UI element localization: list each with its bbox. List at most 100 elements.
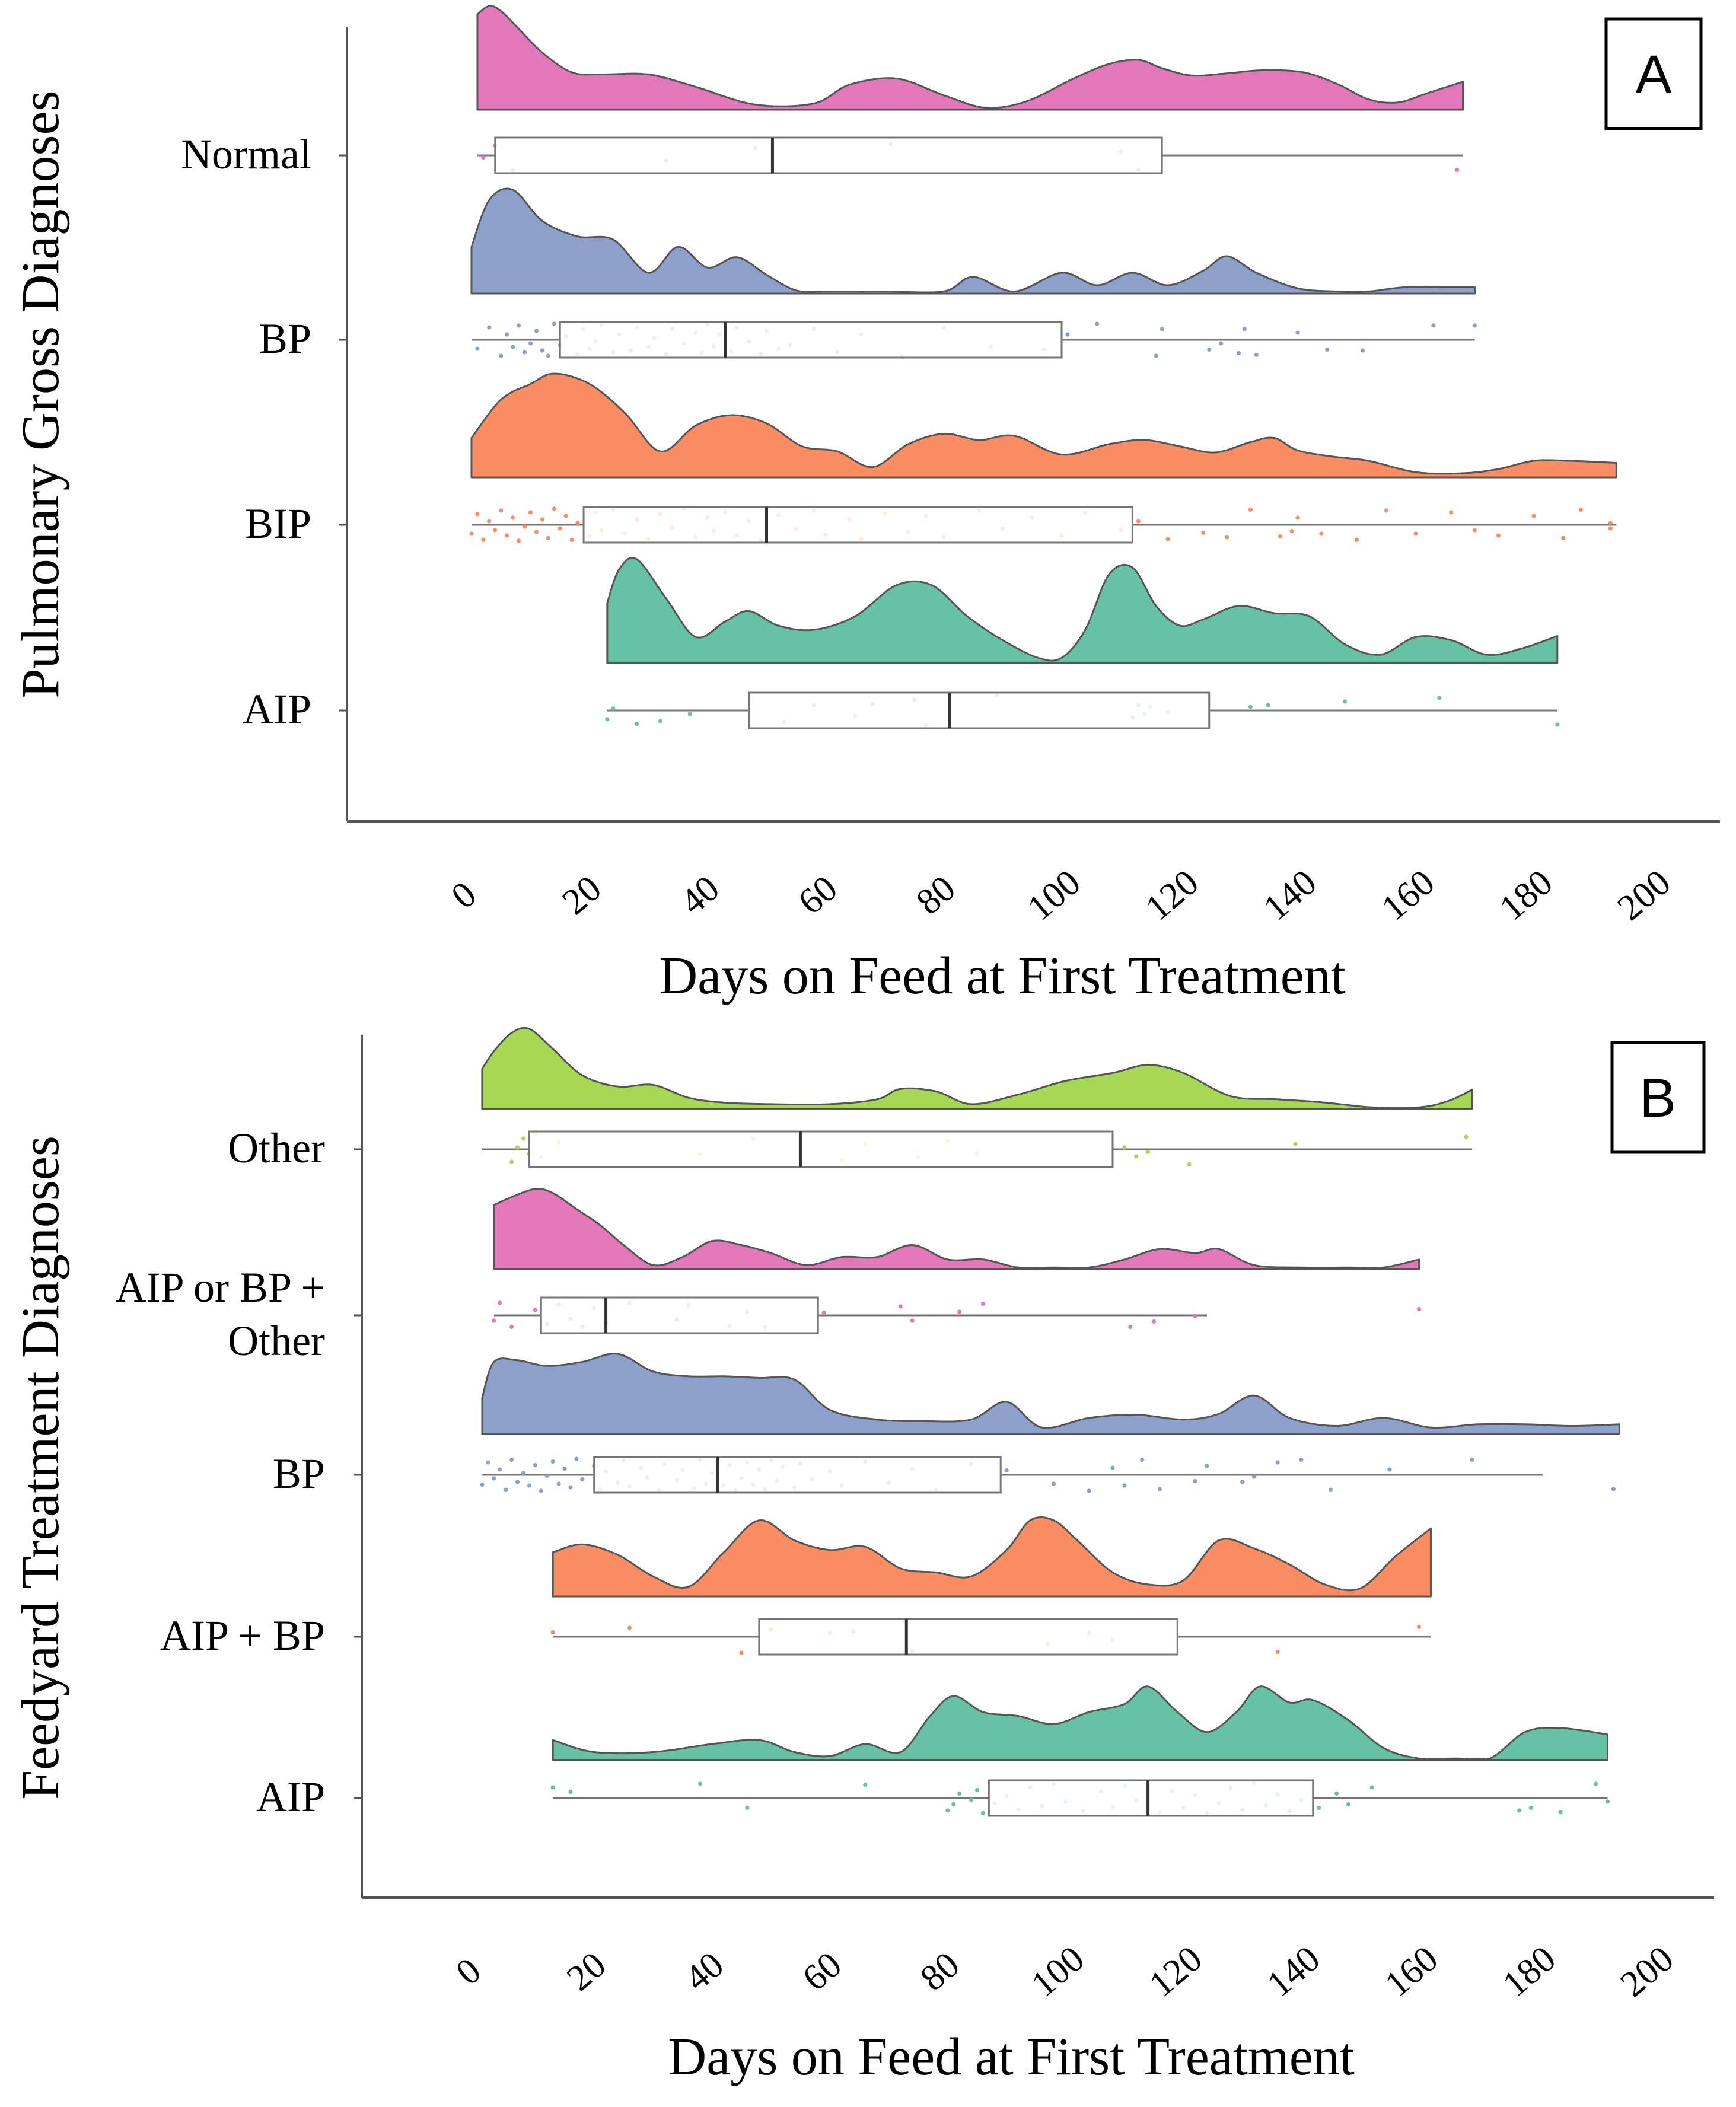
panel-a-aip-point — [1343, 699, 1348, 704]
panel-a-bip-density-cloud — [470, 372, 1617, 479]
panel-a-bp-point — [1154, 353, 1158, 358]
panel-b-bp-point — [1470, 1457, 1474, 1462]
panel-b-other-point — [509, 1159, 514, 1164]
panel-a-bip-point — [511, 515, 515, 520]
panel-a-normal-point — [1455, 168, 1460, 173]
panel-b-other-iqr-box — [528, 1130, 1114, 1168]
panel-b-bp-point — [556, 1481, 561, 1486]
panel-b-other-point — [521, 1136, 526, 1141]
panel-b-aip-point — [957, 1791, 962, 1796]
panel-b-bp-point — [480, 1482, 485, 1487]
panel-b-aip-point — [568, 1789, 573, 1794]
panel-b-bp-point — [550, 1459, 555, 1464]
panel-b-other-point — [1187, 1162, 1192, 1167]
panel-b-bp-point — [568, 1485, 573, 1490]
panel-a-bip-point — [499, 508, 504, 513]
panel-b-aip-point — [1528, 1805, 1533, 1810]
panel-a-bip-point — [575, 521, 580, 525]
panel-b-aip-or-bp-other-point — [821, 1310, 826, 1315]
panel-a-bp-point — [1325, 347, 1330, 352]
panel-b-other-point — [1122, 1145, 1127, 1150]
panel-b-bp-iqr-box — [593, 1456, 1002, 1494]
panel-b-other-density-cloud — [481, 1027, 1473, 1110]
panel-b-y-axis-title: Feedyard Treatment Diagnoses — [11, 1136, 70, 1800]
panel-b-other-point — [1134, 1154, 1139, 1159]
panel-b-aip-or-bp-other-point — [957, 1309, 962, 1314]
panel-b-other-label: Other — [228, 1124, 325, 1172]
panel-b-aip-bp-point — [1417, 1624, 1422, 1630]
panel-b-bp-point — [562, 1466, 567, 1471]
panel-b-aip-or-bp-other-point — [898, 1304, 903, 1309]
panel-a-aip-point — [1266, 703, 1270, 707]
panel-a-bip-point — [1384, 508, 1388, 513]
panel-b-aip-or-bp-other-point — [1193, 1314, 1197, 1319]
panel-a-bip-point — [1295, 515, 1300, 520]
panel-b-bp-point — [580, 1477, 585, 1482]
panel-b-aip-point — [863, 1782, 868, 1787]
panel-b-bp-point — [539, 1488, 543, 1493]
panel-a-bp-point — [552, 321, 556, 326]
panel-b-bp-point — [1251, 1474, 1257, 1479]
panel-b-aip-bp-group: AIP + BP — [160, 1516, 1432, 1659]
panel-b-aip-point — [745, 1805, 750, 1810]
panel-a-bp-point — [1236, 350, 1241, 356]
panel-a-bp-point — [522, 350, 527, 355]
panel-a-bip-point — [1531, 514, 1536, 518]
panel-b-aip-point — [1605, 1799, 1610, 1804]
panel-b-aip-or-bp-other-point — [1151, 1319, 1157, 1324]
panel-b-bp-point — [521, 1471, 526, 1475]
panel-b-bp-point — [1328, 1487, 1333, 1493]
panel-a-bip-point — [534, 530, 539, 534]
panel-b-bp-label: BP — [273, 1450, 325, 1497]
panel-b-bp-point — [1157, 1487, 1162, 1491]
panel-a-bip-point — [469, 531, 474, 536]
panel-a-bip-point — [522, 524, 527, 529]
panel-a-bip-point — [563, 514, 568, 518]
panel-b-bp-point — [1240, 1480, 1245, 1484]
panel-a-bp-label: BP — [259, 315, 311, 362]
panel-b-aip-or-bp-other-label-line-2: Other — [228, 1317, 325, 1365]
panel-b-aip-group: AIP — [256, 1685, 1610, 1821]
panel-b-bp-point — [1299, 1457, 1304, 1462]
panel-a-bp-point — [487, 325, 492, 330]
panel-b-aip-point — [969, 1797, 974, 1802]
panel-b-x-axis-title: Days on Feed at First Treatment — [668, 2028, 1354, 2086]
panel-a-bip-point — [1472, 528, 1477, 533]
panel-a-letter-box — [1604, 17, 1703, 130]
panel-b-other-group: Other — [228, 1027, 1473, 1172]
panel-a-bip-point — [1608, 521, 1613, 525]
panel-b-other-point — [515, 1145, 520, 1150]
panel-b-aip-bp-point — [550, 1630, 555, 1635]
panel-b-aip-point — [974, 1787, 980, 1793]
panel-b-aip-or-bp-other-point — [910, 1318, 915, 1323]
panel-a-bip-point — [558, 526, 562, 531]
panel-b-aip-point — [1346, 1802, 1350, 1807]
panel-a-bip-point — [1278, 534, 1282, 539]
panel-a-bp-point — [546, 353, 550, 358]
panel-b-bp-point — [515, 1480, 520, 1484]
panel-a-normal-label: Normal — [181, 130, 311, 178]
panel-a-aip-point — [687, 712, 692, 716]
panel-b-bp-point — [1140, 1457, 1145, 1462]
panel-a-bp-point — [540, 348, 545, 353]
panel-b-aip-bp-density-cloud — [552, 1516, 1432, 1598]
panel-b-aip-or-bp-other-point — [533, 1308, 537, 1312]
panel-a-aip-group: AIP — [243, 557, 1560, 733]
panel-b-bp-group: BP — [273, 1353, 1620, 1497]
panel-b-aip-point — [550, 1785, 555, 1790]
panel-a-bip-point — [528, 510, 533, 515]
panel-b-aip-density-cloud — [552, 1685, 1609, 1761]
panel-a-bp-point — [1065, 332, 1070, 337]
panel-a-bip-iqr-box — [582, 506, 1133, 544]
panel-a-bip-point — [1248, 507, 1253, 512]
panel-b-aip-label: AIP — [256, 1773, 325, 1821]
panel-a-bip-point — [569, 537, 574, 543]
panel-a-bip-point — [481, 537, 486, 543]
panel-b-bp-point — [492, 1476, 496, 1481]
panel-a-bip-point — [1165, 537, 1170, 541]
panel-a-bip-point — [1201, 530, 1206, 535]
panel-b-aip-or-bp-other-iqr-box — [540, 1296, 819, 1334]
panel-a-bp-point — [499, 353, 504, 358]
panel-a-aip-point — [1437, 696, 1442, 700]
panel-b-bp-point — [1122, 1483, 1127, 1488]
